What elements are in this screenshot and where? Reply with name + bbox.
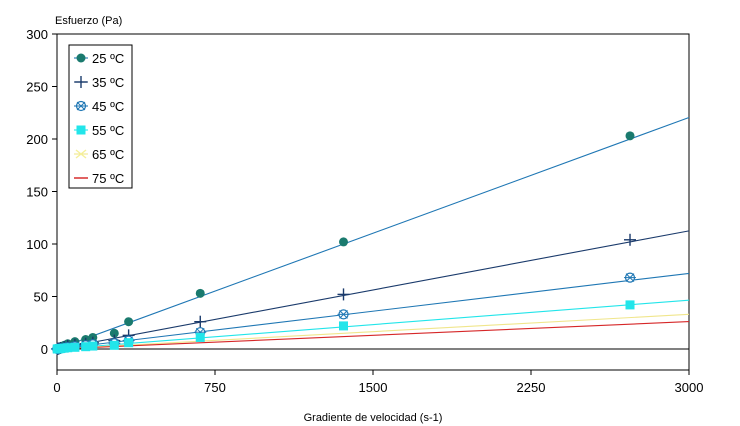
y-axis: 0 50 100 150 200 250 300 xyxy=(26,27,57,357)
legend-box xyxy=(68,44,133,189)
data-point xyxy=(109,340,119,350)
fit-lines xyxy=(56,116,690,350)
data-point xyxy=(81,342,91,352)
y-tick-label: 0 xyxy=(41,342,48,357)
y-tick-label: 200 xyxy=(26,132,48,147)
x-axis: 0 750 1500 2250 3000 xyxy=(53,370,703,395)
y-tick-label: 50 xyxy=(34,290,48,305)
fit-line xyxy=(56,321,690,350)
data-point xyxy=(624,272,637,283)
data-markers xyxy=(51,131,637,355)
fit-line xyxy=(56,230,690,350)
x-axis-title: Gradiente de velocidad (s-1) xyxy=(304,412,443,424)
legend-label: 45 ºC xyxy=(92,99,124,114)
data-point xyxy=(195,288,205,298)
data-point xyxy=(624,233,637,246)
y-axis-title: Esfuerzo (Pa) xyxy=(55,15,122,27)
legend-marker xyxy=(75,149,87,159)
data-point xyxy=(70,342,80,352)
data-point xyxy=(625,131,635,141)
fit-line xyxy=(56,299,690,350)
data-point xyxy=(63,343,73,353)
data-point xyxy=(337,309,350,320)
data-point xyxy=(339,237,349,247)
x-tick-label: 0 xyxy=(53,380,60,395)
x-tick-label: 2250 xyxy=(517,380,546,395)
legend-marker xyxy=(75,76,87,88)
legend-label: 25 ºC xyxy=(92,51,124,66)
legend-marker xyxy=(75,100,87,112)
legend-label: 65 ºC xyxy=(92,147,124,162)
y-tick-label: 300 xyxy=(26,27,48,42)
x-tick-label: 1500 xyxy=(359,380,388,395)
x-tick-label: 3000 xyxy=(675,380,704,395)
fit-line xyxy=(56,116,690,350)
fit-line xyxy=(56,272,690,350)
plot-area xyxy=(56,33,690,371)
legend-label: 55 ºC xyxy=(92,123,124,138)
y-tick-label: 150 xyxy=(26,185,48,200)
data-point xyxy=(195,332,205,342)
data-point xyxy=(194,315,207,328)
legend-marker xyxy=(76,53,86,63)
legend-label: 35 ºC xyxy=(92,75,124,90)
data-point xyxy=(339,321,349,331)
y-tick-label: 250 xyxy=(26,80,48,95)
data-point xyxy=(88,341,98,351)
legend-label: 75 ºC xyxy=(92,171,124,186)
legend-marker xyxy=(76,125,86,135)
data-point xyxy=(124,338,134,348)
fit-line xyxy=(56,313,690,350)
x-tick-label: 750 xyxy=(204,380,226,395)
data-point xyxy=(337,288,350,301)
data-point xyxy=(109,328,119,338)
legend: 25 ºC 35 ºC 45 ºC 55 ºC 65 ºC 75 ºC xyxy=(68,44,133,189)
data-point xyxy=(124,317,134,327)
y-tick-label: 100 xyxy=(26,237,48,252)
data-point xyxy=(625,300,635,310)
